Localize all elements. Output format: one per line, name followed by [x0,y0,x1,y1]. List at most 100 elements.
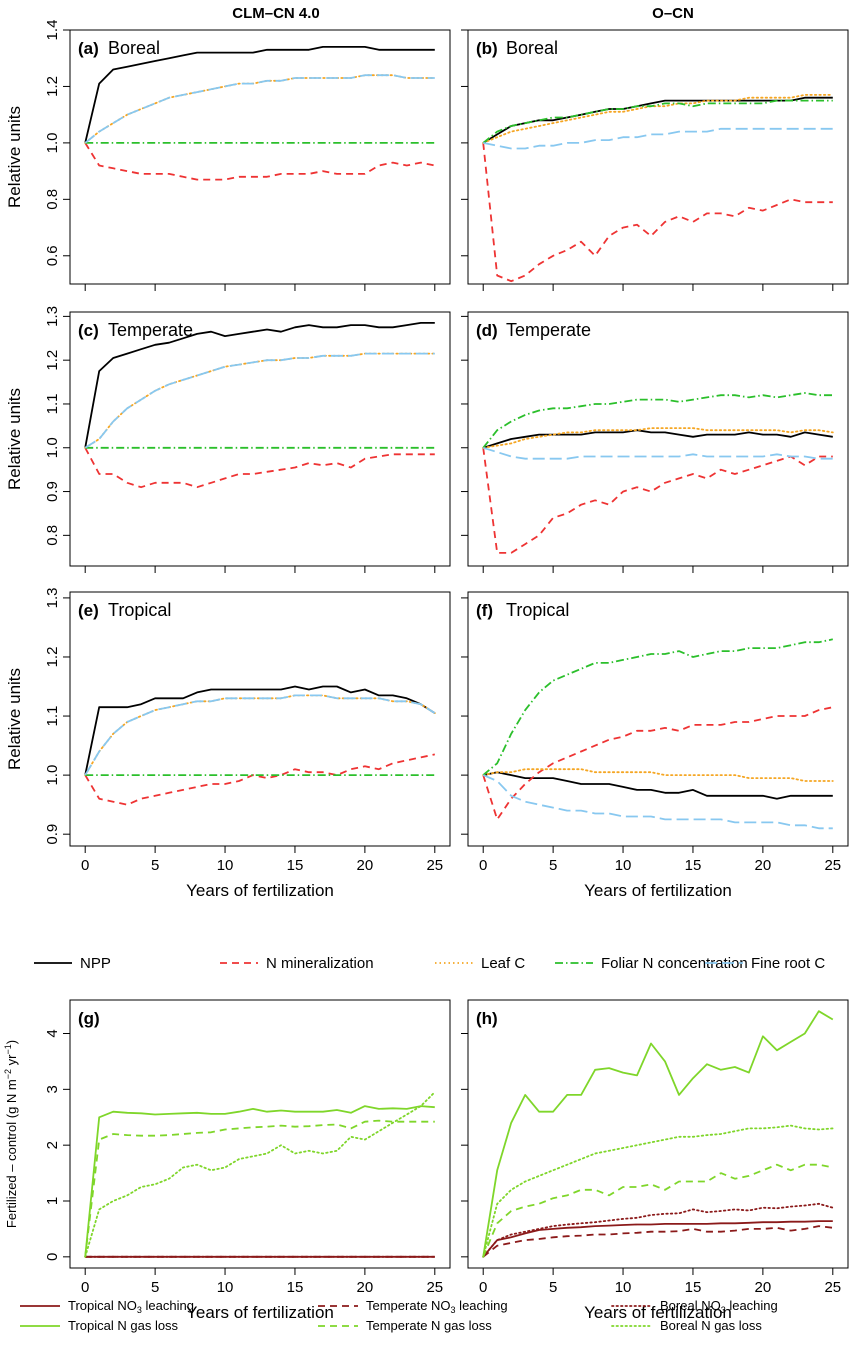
x-tick-label: 25 [426,857,443,874]
x-axis-label: Years of fertilization [186,881,334,900]
panel-tag: (g) [78,1009,100,1028]
series-line-fine-root-c [84,352,435,449]
x-tick-label: 10 [615,857,632,874]
bottom-legend: Tropical NO3 leaching Temperate NO3 leach… [20,1298,778,1333]
series-line-npp [483,771,833,800]
panel-b: (b) Boreal [461,29,849,291]
panel-title: Temperate [506,320,591,340]
series-line-leaf-c [84,74,436,144]
panel-title: Tropical [506,600,569,620]
legend-label-suffix: leaching [456,1298,508,1313]
panel-tag: (a) [78,39,99,58]
y-axis-label: Fertilized – control (g N m−2 yr−1) [3,1040,19,1228]
series-line-foliar-n-concentration [482,99,833,144]
series-line-boreal-n-gas-loss [482,1124,834,1258]
y-tick-label: 0.9 [44,824,61,845]
plot-frame [467,591,849,847]
y-tick-label: 0.6 [44,245,61,266]
x-tick-label: 5 [151,1279,159,1296]
series-line-fine-root-c [482,446,833,460]
panels-group: 0.6 0.8 1.0 1.2 1.4 (a) Boreal Relative units (b… [3,20,849,1322]
y-axis-label: Relative units [5,668,24,770]
x-tick-label: 5 [151,857,159,874]
y-tick-label: 0 [44,1253,61,1261]
y-tick-label: 1 [44,1197,61,1205]
legend-label: Fine root C [751,955,825,972]
series-line-boreal-no3-leaching [482,1202,834,1258]
panel-d: (d) Temperate [461,311,849,573]
legend-label-main: Temperate NO [366,1298,451,1313]
y-tick-label: 1.2 [44,76,61,97]
legend-label: Tropical NO3 leaching [68,1298,194,1315]
x-tick-label: 0 [81,1279,89,1296]
y-axis-label: Relative units [5,106,24,208]
y-tick-label: 1.0 [44,132,61,153]
series-line-n-mineralization [482,447,833,554]
series-line-npp [482,429,833,449]
series-line-leaf-c [482,94,834,144]
x-tick-label: 15 [685,1279,702,1296]
y-tick-label: 1.4 [44,20,61,41]
legend-label: N mineralization [266,955,374,972]
x-tick-label: 10 [217,1279,234,1296]
panel-title: Temperate [108,320,193,340]
series-line-tropical-n-gas-loss [84,1105,435,1257]
y-tick-label: 1.1 [44,394,61,415]
x-axis-label: Years of fertilization [584,1303,732,1322]
panel-tag: (c) [78,321,99,340]
series-line-n-mineralization [84,142,435,181]
legend-label: Temperate NO3 leaching [366,1298,508,1315]
panel-tag: (d) [476,321,498,340]
x-tick-label: 25 [824,1279,841,1296]
x-tick-label: 5 [549,1279,557,1296]
legend-label-main: Boreal NO [660,1298,721,1313]
series-line-foliar-n-concentration [482,638,833,776]
legend-label-main: Tropical N gas loss [68,1318,179,1333]
x-tick-label: 15 [287,1279,304,1296]
series-line-leaf-c [482,427,834,449]
y-axis-label-sup1: −2 [3,1069,13,1079]
series-line-boreal-n-gas-loss [84,1091,436,1258]
y-tick-label: 1.0 [44,765,61,786]
y-tick-label: 3 [44,1085,61,1093]
panel-tag: (f) [476,601,493,620]
x-axis-label: Years of fertilization [186,1303,334,1322]
series-line-leaf-c [84,694,436,776]
legend-label: Boreal N gas loss [660,1318,762,1333]
legend-label: Temperate N gas loss [366,1318,492,1333]
panel-title: Boreal [506,38,558,58]
top-legend: NPP N mineralization Leaf C Foliar N concen… [34,955,825,972]
series-line-npp [84,322,435,448]
series-line-temperate-no3-leaching [482,1225,833,1258]
series-line-leaf-c [482,768,834,782]
y-tick-label: 2 [44,1141,61,1149]
series-line-npp [84,685,436,776]
y-tick-label: 4 [44,1029,61,1037]
series-line-fine-root-c [482,774,833,830]
y-tick-label: 1.2 [44,350,61,371]
panel-c: 0.8 0.9 1.0 1.1 1.2 1.3 (c) Temperate Relative u… [5,306,451,573]
legend-label-suffix: leaching [142,1298,194,1313]
x-tick-label: 10 [615,1279,632,1296]
y-axis-label-sup2: −1 [3,1044,13,1054]
series-line-tropical-no3-leaching [482,1220,833,1258]
legend-label-sub: 3 [721,1305,726,1315]
column-title-clm: CLM–CN 4.0 [232,5,320,22]
legend-label: Tropical N gas loss [68,1318,179,1333]
legend-label: NPP [80,955,111,972]
panel-tag: (e) [78,601,99,620]
series-line-foliar-n-concentration [482,392,833,449]
series-line-n-mineralization [482,706,833,821]
legend-label: Leaf C [481,955,525,972]
x-tick-label: 20 [357,857,374,874]
plot-frame [467,29,849,285]
y-axis-label-mid: yr [4,1054,19,1069]
y-axis-label-main: Fertilized – control (g N m [4,1079,19,1228]
series-line-npp [84,46,435,144]
y-tick-label: 1.1 [44,706,61,727]
series-line-fine-root-c [84,694,436,776]
series-line-n-mineralization [84,753,435,806]
panel-title: Boreal [108,38,160,58]
legend-label-sub: 3 [137,1305,142,1315]
